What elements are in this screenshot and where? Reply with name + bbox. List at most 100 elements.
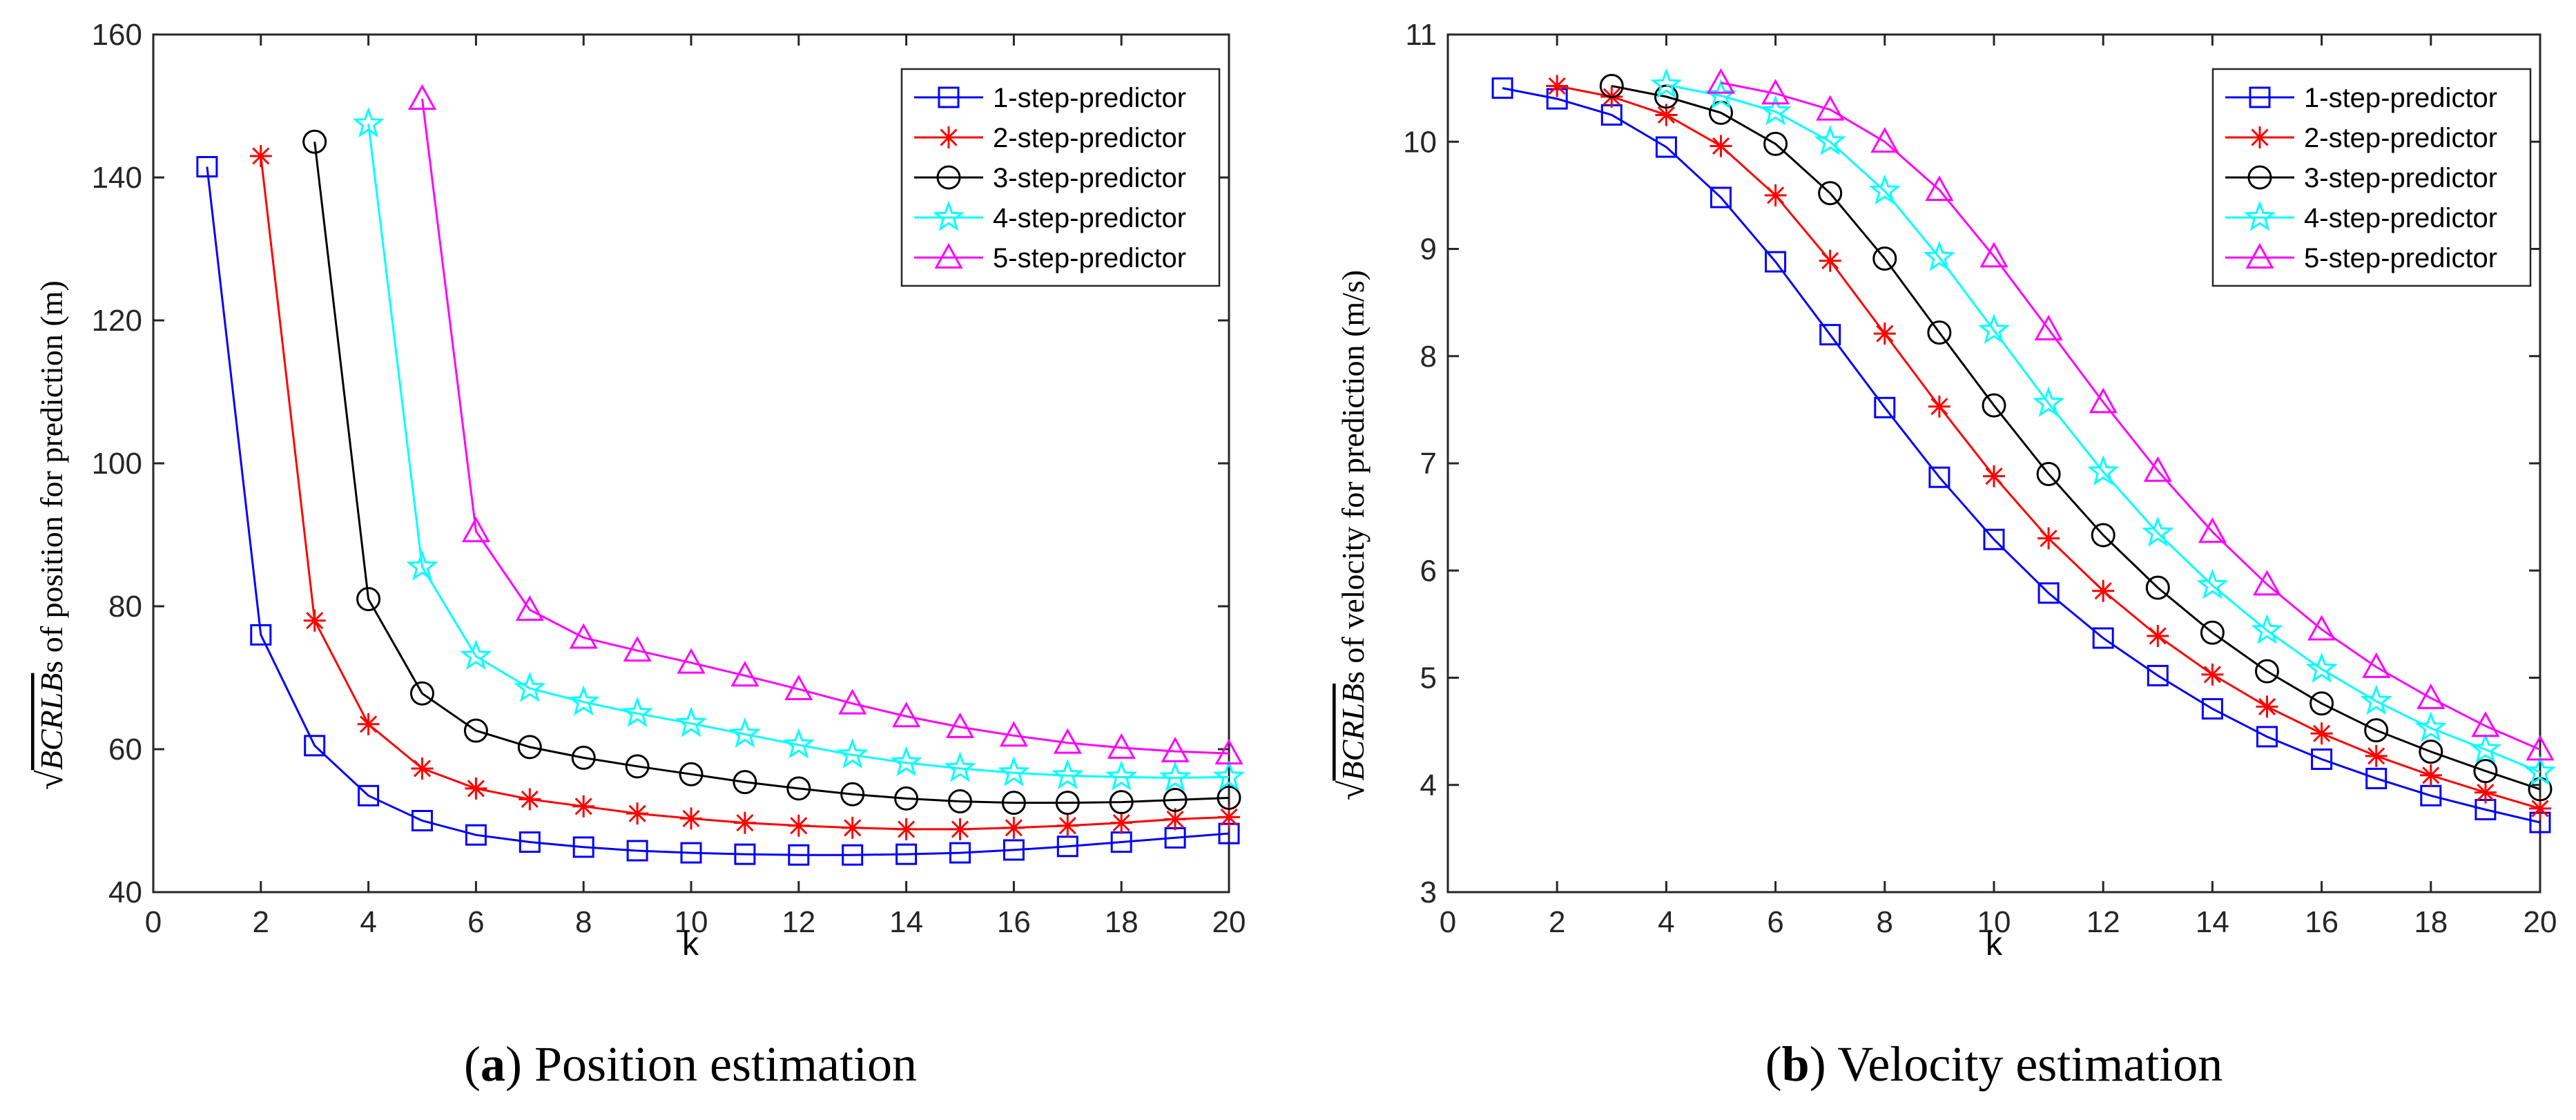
- panel-a-series-1-point: [304, 735, 326, 757]
- panel-b-series-5-point: [2034, 314, 2063, 340]
- panel-b-series-3-point: [2091, 523, 2115, 548]
- panel-b-x-tick-label: 18: [2414, 905, 2448, 939]
- panel-a-series-5-point: [838, 688, 867, 715]
- panel-b-series-5: [1706, 68, 2555, 761]
- panel-a-y-tick-label: 160: [92, 18, 142, 52]
- panel-b-y-tick-label: 5: [1420, 662, 1437, 695]
- panel-a-legend-item: 2-step-predictor: [914, 123, 1186, 153]
- panel-b-series-4-point: [2469, 733, 2501, 764]
- panel-b-series-1-point: [2147, 664, 2169, 686]
- panel-b-series-2-point: [2037, 527, 2060, 550]
- panel-b-series-1-point: [2037, 582, 2060, 604]
- panel-b-legend-item: 1-step-predictor: [2225, 83, 2497, 113]
- panel-b-series-5-point: [2252, 570, 2282, 596]
- panel-b-series-1-point: [1765, 251, 1787, 273]
- panel-a-legend-label: 2-step-predictor: [993, 123, 1186, 153]
- panel-b-series-2-point: [2201, 663, 2224, 686]
- panel-b-series-1-point: [2092, 627, 2114, 649]
- panel-a-series-4-point: [568, 685, 600, 716]
- panel-a-series-4-line: [367, 124, 1230, 779]
- panel-a-series-5-point: [1161, 737, 1190, 763]
- panel-a-series-2-point: [680, 807, 702, 830]
- panel-b-x-tick-label: 6: [1767, 905, 1783, 939]
- panel-a-legend-marker: [938, 126, 960, 148]
- panel-b-velocity: 0 2 4 6 8 10 12 14 16 18 20 3 4 5 6 7 8 9 10 11 1-step-pred…: [1333, 18, 2557, 1092]
- panel-a-series-2-point: [572, 795, 595, 818]
- panel-b-x-tick-label: 14: [2196, 905, 2229, 939]
- panel-b-series-2-point: [2419, 764, 2442, 786]
- panel-b-x-tick-label: 20: [2524, 905, 2557, 939]
- panel-a-series-3-point: [302, 129, 327, 154]
- panel-a-series-4-point: [1052, 758, 1084, 789]
- panel-a-series-2-point: [1110, 811, 1133, 834]
- panel-b-series-5-point: [1706, 68, 1736, 94]
- panel-b-series-2-point: [1873, 322, 1896, 345]
- panel-b-series-3-point: [1599, 74, 1624, 99]
- panel-a-series-2-point: [249, 144, 272, 167]
- panel-a-series-4-point: [782, 728, 815, 759]
- panel-a-y-tick-label: 80: [108, 590, 142, 624]
- panel-a-legend-item: 4-step-predictor: [914, 200, 1186, 233]
- panel-b-series-5-point: [2417, 683, 2446, 709]
- panel-b-series-4-point: [1923, 240, 1955, 271]
- panel-b-series-5-point: [2089, 387, 2118, 414]
- panel-a-series-3-point: [356, 587, 381, 612]
- panel-a-series-3-point: [948, 789, 972, 814]
- panel-b-series-4-point: [2033, 386, 2065, 417]
- panel-a-series-3-point: [1001, 791, 1026, 815]
- panel-b-series-5-line: [1721, 81, 2541, 751]
- panel-a-series-5-point: [1053, 728, 1082, 754]
- panel-b-series-1: [1491, 77, 2551, 833]
- panel-b-series-3-point: [1982, 393, 2006, 418]
- panel-b-series-1-point: [2201, 698, 2223, 720]
- panel-b-series-1-point: [2256, 726, 2278, 748]
- panel-b-series-4-point: [1814, 124, 1846, 155]
- panel-a-series-3: [302, 129, 1241, 815]
- panel-a-x-tick-label: 4: [360, 905, 376, 939]
- panel-b-series-5-point: [1925, 175, 1954, 202]
- panel-b-series-5-point: [2471, 711, 2500, 737]
- panel-b-series-4-point: [2414, 711, 2447, 742]
- panel-b-series-4-point: [2087, 455, 2120, 486]
- panel-a-series-2-point: [519, 788, 541, 811]
- panel-b-series-3-point: [1927, 320, 1952, 345]
- panel-b-x-tick-label: 16: [2305, 905, 2338, 939]
- panel-b-series-2-point: [2310, 722, 2333, 745]
- panel-b-series-3-point: [2036, 462, 2061, 487]
- panel-a-series-4-point: [406, 550, 438, 581]
- panel-a-series-4-point: [1212, 760, 1246, 791]
- panel-a-series-3-point: [1109, 790, 1134, 815]
- panel-b-series-4-point: [1650, 68, 1683, 99]
- panel-a-legend-marker: [938, 86, 960, 108]
- panel-a-series-4-point: [1105, 760, 1138, 791]
- panel-a-series-4-point: [514, 671, 546, 702]
- panel-b-series-4: [1650, 68, 2557, 786]
- panel-a-series-2-point: [1164, 808, 1187, 831]
- panel-b-series-3-point: [1763, 131, 1788, 156]
- panel-b-series-2-point: [2092, 579, 2115, 602]
- panel-a-series-4-point: [836, 737, 869, 769]
- panel-a-y-tick-label: 140: [92, 161, 142, 195]
- panel-a-series-2-point: [895, 818, 918, 840]
- panel-a-x-tick-label: 8: [575, 905, 592, 939]
- panel-a-x-tick-label: 18: [1105, 905, 1139, 939]
- panel-a-series-5-point: [1107, 733, 1136, 759]
- panel-a-series-1-point: [734, 843, 756, 865]
- panel-b-series-1-point: [1874, 396, 1896, 418]
- panel-a-series-3-point: [517, 735, 542, 760]
- panel-a-series-5-point: [999, 721, 1028, 747]
- panel-b-series-3-point: [2145, 575, 2170, 600]
- panel-b-series-1-point: [1819, 324, 1841, 346]
- panel-a-series-3-point: [733, 770, 757, 795]
- panel-b-series-2-point: [1655, 104, 1678, 126]
- panel-a-series-5: [407, 84, 1243, 765]
- panel-b-x-tick-label: 12: [2086, 905, 2120, 939]
- panel-b-series-5-point: [2307, 615, 2336, 641]
- panel-a-series-1-point: [358, 784, 380, 807]
- panel-a-series-2-point: [841, 816, 864, 839]
- panel-a-series-5-point: [515, 595, 544, 621]
- panel-b-legend-label: 5-step-predictor: [2304, 243, 2497, 273]
- panel-a-series-3-point: [1163, 787, 1188, 812]
- panel-a-series-2-point: [1218, 806, 1240, 829]
